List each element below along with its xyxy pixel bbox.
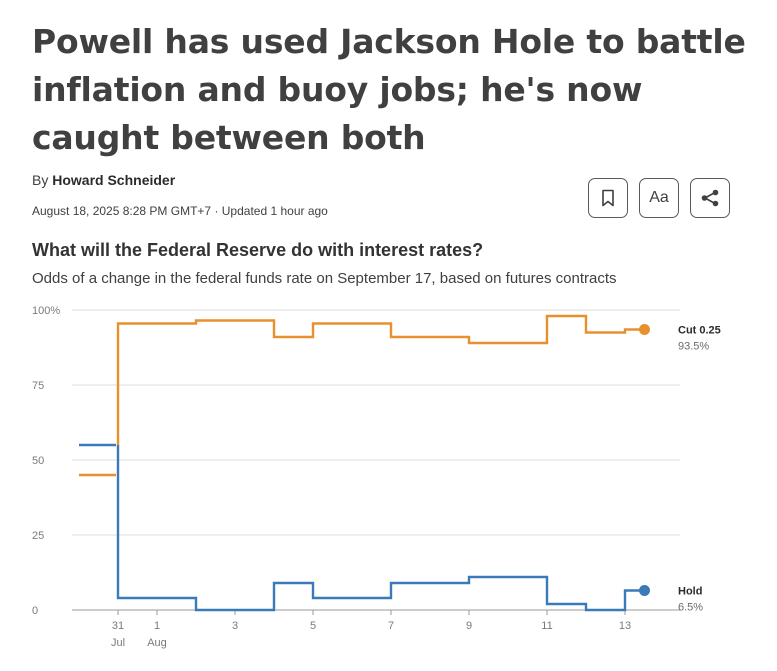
series-end-marker xyxy=(639,324,650,335)
chart-subtitle: Odds of a change in the federal funds ra… xyxy=(32,270,617,287)
series-end-value: 6.5% xyxy=(678,602,703,614)
author-link[interactable]: Howard Schneider xyxy=(52,172,176,188)
x-tick-label: 1 xyxy=(154,620,160,632)
x-tick-sublabel: Aug xyxy=(147,637,167,649)
series-label: Cut 0.25 xyxy=(678,325,721,337)
x-tick-label: 31 xyxy=(112,620,124,632)
chart-title: What will the Federal Reserve do with in… xyxy=(32,240,484,260)
bookmark-button[interactable] xyxy=(588,178,628,218)
y-tick-label: 100% xyxy=(32,305,60,317)
x-tick-label: 13 xyxy=(619,620,631,632)
series-end-marker xyxy=(639,585,650,596)
x-tick-label: 3 xyxy=(232,620,238,632)
series-end-value: 93.5% xyxy=(678,341,709,353)
y-tick-label: 50 xyxy=(32,455,44,467)
y-tick-label: 25 xyxy=(32,530,44,542)
byline: By Howard Schneider xyxy=(32,172,175,188)
bookmark-icon xyxy=(601,189,615,207)
text-size-button[interactable]: Aa xyxy=(639,178,679,218)
series-line xyxy=(116,445,645,612)
x-tick-label: 9 xyxy=(466,620,472,632)
share-button[interactable] xyxy=(690,178,730,218)
dateline: August 18, 2025 8:28 PM GMT+7 · Updated … xyxy=(32,204,328,218)
share-icon xyxy=(700,189,720,207)
x-tick-label: 5 xyxy=(310,620,316,632)
x-tick-label: 7 xyxy=(388,620,394,632)
series-label: Hold xyxy=(678,586,702,598)
article-tools: Aa xyxy=(588,178,730,218)
y-tick-label: 0 xyxy=(32,605,38,617)
x-tick-label: 11 xyxy=(541,620,552,632)
text-size-label: Aa xyxy=(649,189,669,206)
article-headline: Powell has used Jackson Hole to battle i… xyxy=(32,22,746,157)
series-line xyxy=(116,314,645,445)
byline-prefix: By xyxy=(32,172,49,188)
y-tick-label: 75 xyxy=(32,380,44,392)
x-tick-sublabel: Jul xyxy=(111,637,125,649)
